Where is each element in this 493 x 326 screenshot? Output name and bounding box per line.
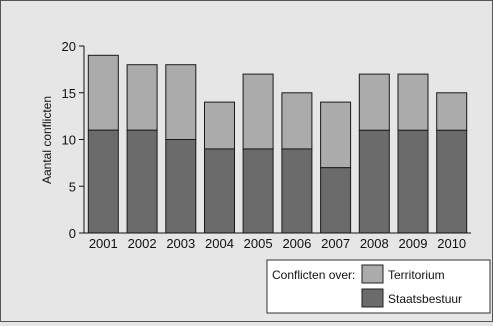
y-tick-label: 10 [62, 133, 76, 148]
bar-territorium-2001 [87, 54, 119, 131]
x-tick-label: 2007 [321, 236, 350, 251]
stacked-bar-chart: 2001 2002 2003 2004 2005 2006 2007 2008 2009 2010… [40, 39, 491, 314]
bar-staatsbestuur-2005 [242, 148, 274, 234]
legend-swatch-territorium [361, 264, 384, 284]
x-tick-label: 2002 [128, 236, 157, 251]
bars-group [87, 54, 468, 234]
bar-staatsbestuur-2003 [165, 139, 197, 234]
x-tick-label: 2010 [437, 236, 466, 251]
y-tick-label: 5 [69, 179, 76, 194]
legend-swatch-staatsbestuur [361, 288, 384, 308]
bar-territorium-2004 [204, 101, 235, 150]
x-tick-label: 2006 [282, 236, 311, 251]
x-tick-label: 2004 [205, 236, 234, 251]
x-tick-label: 2005 [244, 236, 273, 251]
x-tick-label: 2001 [89, 236, 118, 251]
y-tick-label: 15 [62, 86, 76, 101]
bar-territorium-2002 [126, 64, 158, 131]
legend-title: Conflicten over: [272, 268, 355, 282]
bar-territorium-2010 [436, 92, 468, 131]
bar-staatsbestuur-2010 [436, 129, 468, 234]
bar-territorium-2003 [165, 64, 197, 141]
bar-staatsbestuur-2007 [320, 167, 352, 234]
x-tick-labels: 2001 2002 2003 2004 2005 2006 2007 2008 2009 2010 [89, 236, 466, 251]
bar-staatsbestuur-2002 [126, 129, 158, 234]
bar-staatsbestuur-2001 [87, 129, 119, 234]
bar-territorium-2006 [281, 92, 313, 150]
y-tick-label: 0 [69, 226, 76, 241]
bar-territorium-2008 [358, 73, 390, 131]
x-tick-label: 2009 [399, 236, 428, 251]
y-tick-label: 20 [62, 39, 76, 54]
bar-territorium-2007 [320, 101, 352, 169]
bar-staatsbestuur-2004 [204, 148, 235, 234]
legend: Conflicten over: Territorium Staatsbestu… [266, 259, 491, 314]
bar-territorium-2005 [242, 73, 274, 150]
y-axis: 0 5 10 15 20 [62, 39, 471, 241]
x-tick-label: 2008 [360, 236, 389, 251]
legend-label-territorium: Territorium [388, 268, 445, 282]
bar-staatsbestuur-2009 [397, 129, 429, 234]
y-axis-label: Aantal conflicten [40, 96, 54, 184]
legend-label-staatsbestuur: Staatsbestuur [388, 292, 462, 306]
bar-territorium-2009 [397, 73, 429, 131]
bar-staatsbestuur-2006 [281, 148, 313, 234]
bar-staatsbestuur-2008 [358, 129, 390, 234]
x-tick-label: 2003 [166, 236, 195, 251]
